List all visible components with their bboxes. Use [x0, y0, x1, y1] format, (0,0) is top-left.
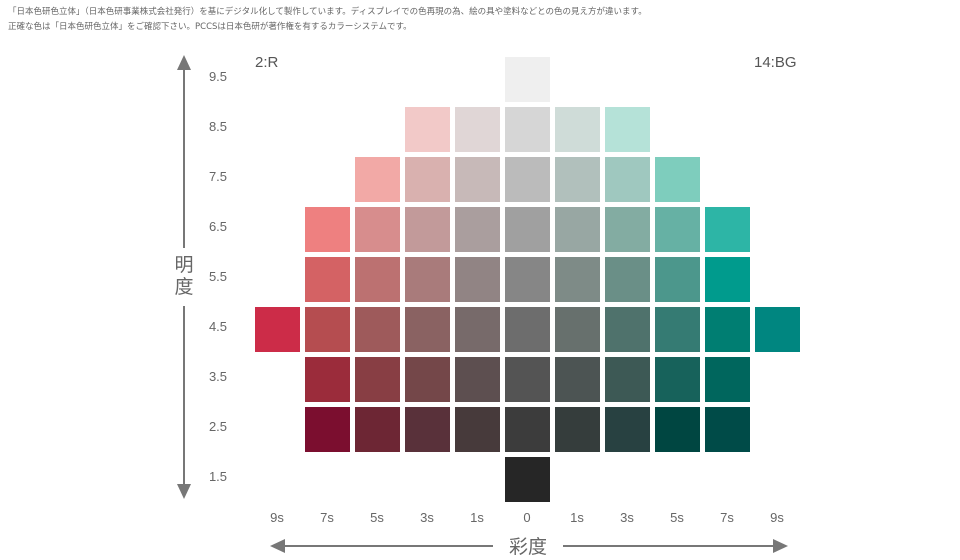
color-chip [305, 357, 350, 402]
color-chip [505, 57, 550, 102]
color-chip [555, 207, 600, 252]
color-chip [355, 407, 400, 452]
color-chip [655, 407, 700, 452]
notes-line-2: 正確な色は「日本色研色立体」をご確認下さい。PCCSは日本色研が著作権を有するカ… [8, 22, 412, 32]
color-chip [555, 407, 600, 452]
hue-label-left: 2:R [255, 54, 279, 71]
color-chip [405, 407, 450, 452]
color-chip [305, 407, 350, 452]
color-chip [505, 357, 550, 402]
saturation-tick-label: 5s [370, 510, 384, 525]
color-chip [705, 207, 750, 252]
color-chip [305, 307, 350, 352]
color-chip [605, 207, 650, 252]
color-chip [605, 307, 650, 352]
color-chip [505, 307, 550, 352]
color-chip [455, 307, 500, 352]
lightness-tick-label: 3.5 [208, 369, 228, 384]
color-chip [505, 207, 550, 252]
color-chip [455, 107, 500, 152]
color-chip [505, 157, 550, 202]
color-chip [305, 207, 350, 252]
color-chip [555, 257, 600, 302]
color-chip [755, 307, 800, 352]
lightness-tick-label: 9.5 [208, 69, 228, 84]
color-chip [705, 357, 750, 402]
color-chip [255, 307, 300, 352]
color-chip [555, 107, 600, 152]
color-chip [605, 107, 650, 152]
lightness-tick-label: 6.5 [208, 219, 228, 234]
lightness-tick-label: 7.5 [208, 169, 228, 184]
saturation-tick-label: 7s [720, 510, 734, 525]
color-chip [705, 307, 750, 352]
lightness-tick-label: 8.5 [208, 119, 228, 134]
color-chip [405, 207, 450, 252]
saturation-tick-label: 7s [320, 510, 334, 525]
color-chip [405, 307, 450, 352]
color-chip [555, 357, 600, 402]
color-chip [505, 257, 550, 302]
color-chip [555, 307, 600, 352]
saturation-tick-label: 1s [470, 510, 484, 525]
lightness-tick-label: 1.5 [208, 469, 228, 484]
color-chip [705, 257, 750, 302]
color-chip [455, 257, 500, 302]
color-chip [355, 357, 400, 402]
color-chip [655, 357, 700, 402]
color-chip [355, 257, 400, 302]
saturation-tick-label: 9s [270, 510, 284, 525]
color-chip [405, 157, 450, 202]
color-chip [355, 207, 400, 252]
color-chip [705, 407, 750, 452]
saturation-tick-label: 9s [770, 510, 784, 525]
lightness-axis-arrow [177, 55, 191, 499]
color-chip [655, 157, 700, 202]
saturation-tick-label: 5s [670, 510, 684, 525]
lightness-tick-label: 4.5 [208, 319, 228, 334]
color-chip [605, 257, 650, 302]
color-chip [505, 457, 550, 502]
color-chip [455, 357, 500, 402]
hue-label-right: 14:BG [754, 54, 797, 71]
color-chip [655, 207, 700, 252]
color-chip [605, 157, 650, 202]
color-chip [455, 407, 500, 452]
color-chip [405, 257, 450, 302]
saturation-axis-title: 彩度 [498, 532, 558, 559]
color-chip [405, 107, 450, 152]
color-chip [505, 407, 550, 452]
color-chip [405, 357, 450, 402]
color-chip [655, 257, 700, 302]
color-chip [305, 257, 350, 302]
color-chip [655, 307, 700, 352]
color-chip [605, 407, 650, 452]
lightness-axis-title: 明度 [172, 254, 196, 298]
color-chip [555, 157, 600, 202]
saturation-tick-label: 3s [420, 510, 434, 525]
color-chip [505, 107, 550, 152]
notes-line-1: 「日本色研色立体」（日本色研事業株式会社発行）を基にデジタル化して製作しています… [8, 7, 647, 17]
color-chip [455, 207, 500, 252]
notes-block: 「日本色研色立体」（日本色研事業株式会社発行）を基にデジタル化して製作しています… [8, 5, 647, 35]
lightness-tick-label: 5.5 [208, 269, 228, 284]
color-chip [605, 357, 650, 402]
saturation-axis-arrow [270, 539, 788, 553]
color-chip [355, 157, 400, 202]
color-chip [455, 157, 500, 202]
saturation-tick-label: 0 [523, 510, 531, 525]
saturation-tick-label: 3s [620, 510, 634, 525]
color-chip [355, 307, 400, 352]
saturation-tick-label: 1s [570, 510, 584, 525]
lightness-tick-label: 2.5 [208, 419, 228, 434]
